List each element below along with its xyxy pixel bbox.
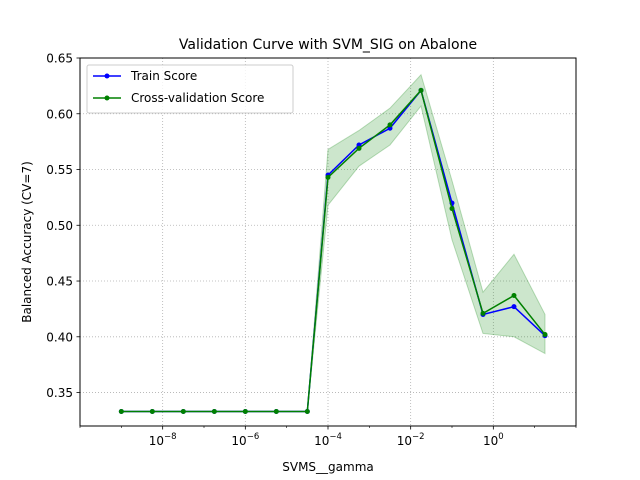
data-point [149, 409, 155, 415]
x-tick-label: 100 [483, 432, 504, 448]
data-point [211, 409, 217, 415]
grid [80, 57, 576, 426]
y-tick-label: 0.65 [46, 52, 73, 66]
data-point [542, 332, 548, 338]
data-point [180, 409, 186, 415]
x-tick-label: 10−4 [314, 432, 342, 448]
legend-marker-cv [104, 95, 110, 101]
legend-label-cv: Cross-validation Score [131, 91, 264, 105]
chart-title: Validation Curve with SVM_SIG on Abalone [179, 37, 477, 53]
y-tick-label: 0.60 [46, 107, 73, 121]
x-tick-label: 10−2 [397, 432, 425, 448]
y-tick-label: 0.40 [46, 330, 73, 344]
data-point [511, 293, 517, 299]
axis-ticks: 0.35 0.40 0.45 0.50 0.55 0.60 0.65 10−8 10−6 10−4… [46, 52, 577, 448]
data-point [325, 174, 331, 180]
y-tick-label: 0.35 [46, 386, 73, 400]
data-point [387, 122, 393, 128]
data-point [449, 206, 455, 212]
x-tick-label: 10−8 [149, 432, 177, 448]
legend-box [86, 64, 294, 114]
x-axis-label: SVMS__gamma [282, 460, 374, 474]
legend: Train Score Cross-validation Score [86, 64, 294, 114]
data-point [480, 310, 486, 316]
x-tick-label: 10−6 [231, 432, 259, 448]
data-point [304, 409, 310, 415]
series-lines [118, 87, 548, 415]
y-tick-label: 0.50 [46, 219, 73, 233]
data-point [418, 87, 424, 93]
legend-marker-train [104, 73, 110, 79]
data-point [511, 304, 517, 310]
data-point [118, 409, 124, 415]
data-point [273, 409, 279, 415]
data-point [356, 145, 362, 151]
y-axis-label: Balanced Accuracy (CV=7) [20, 161, 34, 323]
y-tick-label: 0.55 [46, 163, 73, 177]
data-point [242, 409, 248, 415]
y-tick-label: 0.45 [46, 275, 73, 289]
legend-label-train: Train Score [130, 69, 197, 83]
